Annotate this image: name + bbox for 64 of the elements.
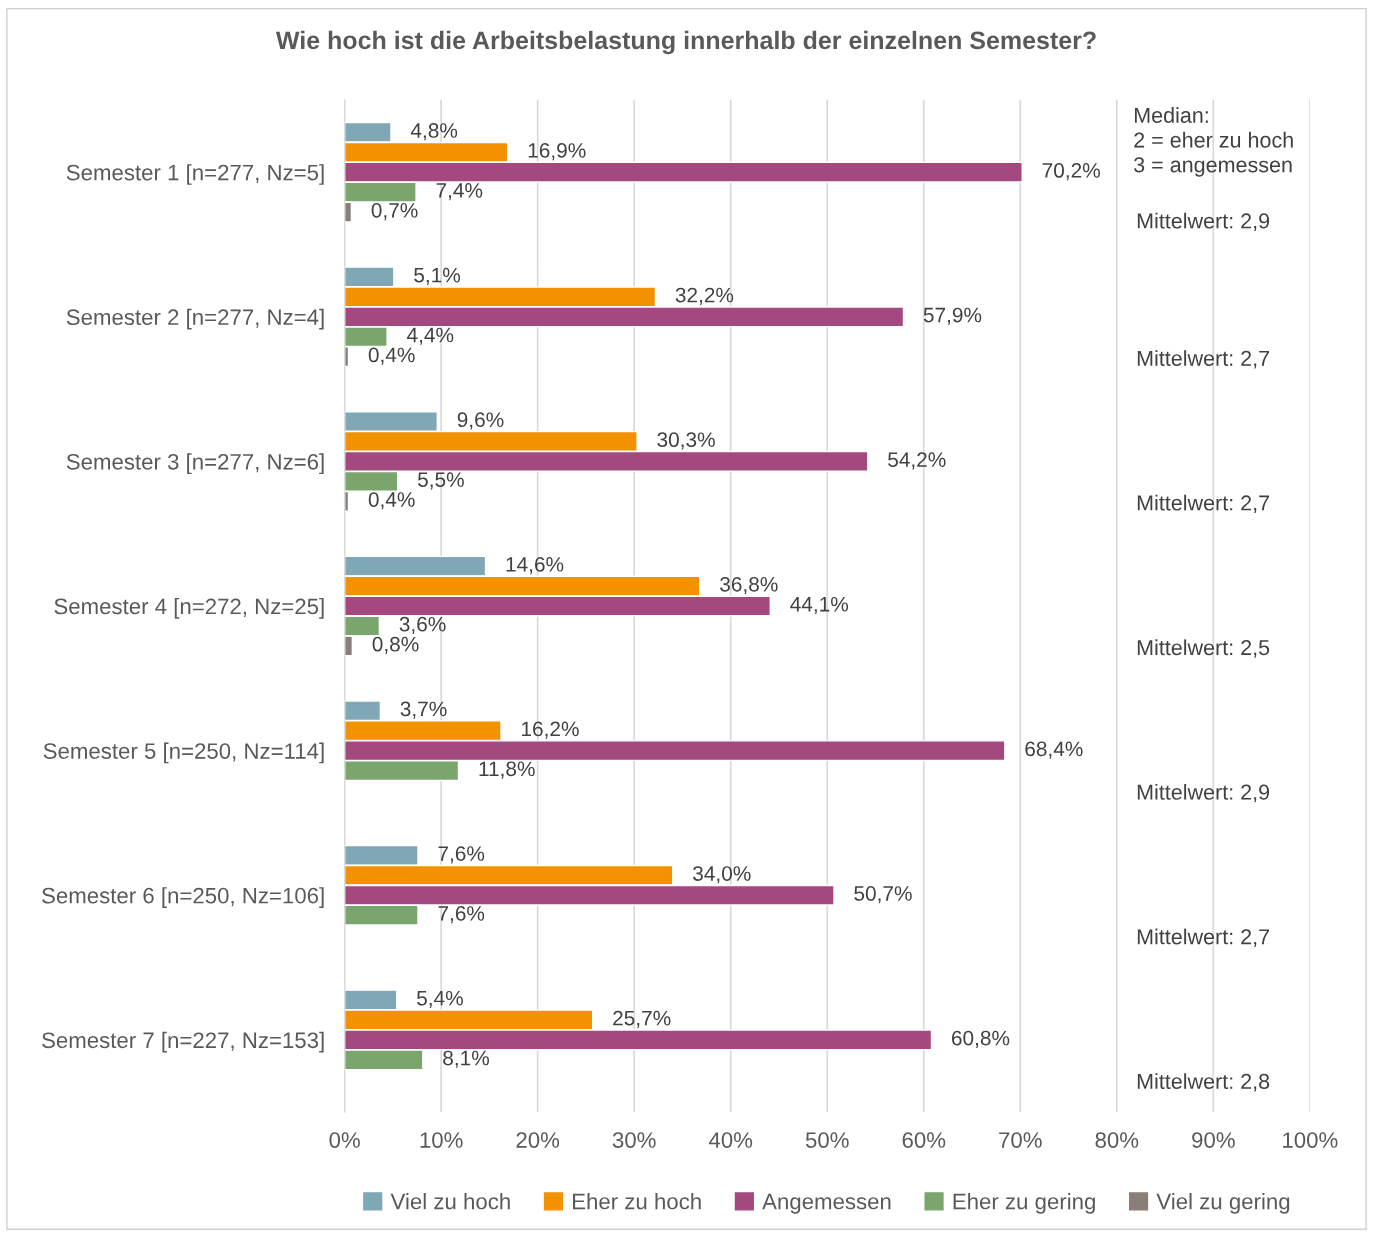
y-tick-label: Semester 1 [n=277, Nz=5] — [66, 164, 324, 185]
data-label: 54,2% — [888, 452, 946, 470]
legend-label: Viel zu gering — [1156, 1193, 1290, 1214]
data-label: 7,6% — [438, 906, 485, 924]
x-tick-label: 100% — [1283, 1132, 1338, 1148]
annotation: Mittelwert: 2,7 — [1137, 350, 1270, 369]
y-tick-label: Semester 5 [n=250, Nz=114] — [43, 742, 324, 764]
annotation: Mittelwert: 2,9 — [1137, 783, 1270, 803]
legend-label: Eher zu gering — [953, 1193, 1095, 1214]
x-tick-label: 60% — [902, 1132, 946, 1148]
x-tick-label: 80% — [1095, 1132, 1139, 1148]
data-label: 25,7% — [613, 1010, 671, 1028]
data-label: 11,8% — [479, 761, 535, 779]
data-label: 14,6% — [506, 556, 564, 575]
annotation: Mittelwert: 2,7 — [1137, 494, 1270, 514]
x-tick-label: 0% — [329, 1132, 360, 1148]
data-label: 36,8% — [720, 576, 778, 595]
data-label: 3,7% — [400, 701, 447, 719]
annotation: Mittelwert: 2,9 — [1137, 212, 1270, 232]
data-label: 68,4% — [1025, 741, 1083, 759]
data-label: 4,4% — [407, 327, 454, 345]
data-label: 50,7% — [854, 886, 912, 904]
data-label: 57,9% — [923, 307, 982, 325]
data-label: 16,9% — [528, 143, 586, 161]
data-label: 5,4% — [417, 990, 463, 1008]
legend-label: Viel zu hoch — [390, 1193, 510, 1210]
data-label: 30,3% — [657, 432, 715, 450]
x-tick-label: 40% — [708, 1132, 753, 1148]
y-tick-label: Semester 2 [n=277, Nz=4] — [66, 308, 324, 330]
data-label: 44,1% — [790, 596, 849, 615]
legend-label: Angemessen — [762, 1193, 891, 1214]
x-tick-label: 70% — [999, 1132, 1042, 1148]
annotation: Mittelwert: 2,7 — [1137, 928, 1270, 947]
annotation: Median: 2 = eher zu hoch 3 = angemessen — [1134, 107, 1293, 177]
data-label: 3,6% — [399, 616, 446, 635]
data-label: 7,4% — [436, 183, 483, 201]
x-tick-label: 20% — [516, 1132, 560, 1148]
data-label: 8,1% — [443, 1050, 489, 1068]
x-tick-label: 50% — [805, 1132, 849, 1148]
annotation: Mittelwert: 2,5 — [1137, 639, 1270, 658]
y-tick-label: Semester 3 [n=277, Nz=6] — [66, 453, 324, 475]
data-label: 16,2% — [522, 721, 579, 739]
data-label: 4,8% — [410, 123, 458, 141]
y-tick-label: Semester 4 [n=272, Nz=25] — [54, 597, 324, 619]
data-label: 34,0% — [693, 866, 751, 884]
chart-title: Wie hoch ist die Arbeitsbelastung innerhalb der einzelnen Semester? — [275, 30, 1096, 55]
data-label: 5,5% — [417, 472, 464, 490]
data-label: 0,4% — [368, 492, 415, 510]
y-tick-label: Semester 6 [n=250, Nz=106] — [42, 887, 324, 908]
x-tick-label: 10% — [420, 1132, 463, 1148]
data-label: 5,1% — [414, 267, 461, 285]
annotation: Mittelwert: 2,8 — [1137, 1073, 1270, 1092]
data-label: 70,2% — [1042, 163, 1100, 181]
data-label: 0,8% — [372, 636, 419, 654]
data-label: 9,6% — [457, 412, 504, 430]
data-label: 32,2% — [675, 287, 734, 305]
legend-label: Eher zu hoch — [573, 1193, 701, 1210]
y-tick-label: Semester 7 [n=227, Nz=153] — [42, 1031, 324, 1053]
data-label: 0,7% — [371, 202, 418, 221]
data-label: 60,8% — [951, 1030, 1010, 1048]
data-label: 0,4% — [368, 347, 415, 365]
x-tick-label: 90% — [1192, 1132, 1235, 1148]
data-label: 7,6% — [438, 846, 485, 864]
x-tick-label: 30% — [612, 1132, 656, 1148]
